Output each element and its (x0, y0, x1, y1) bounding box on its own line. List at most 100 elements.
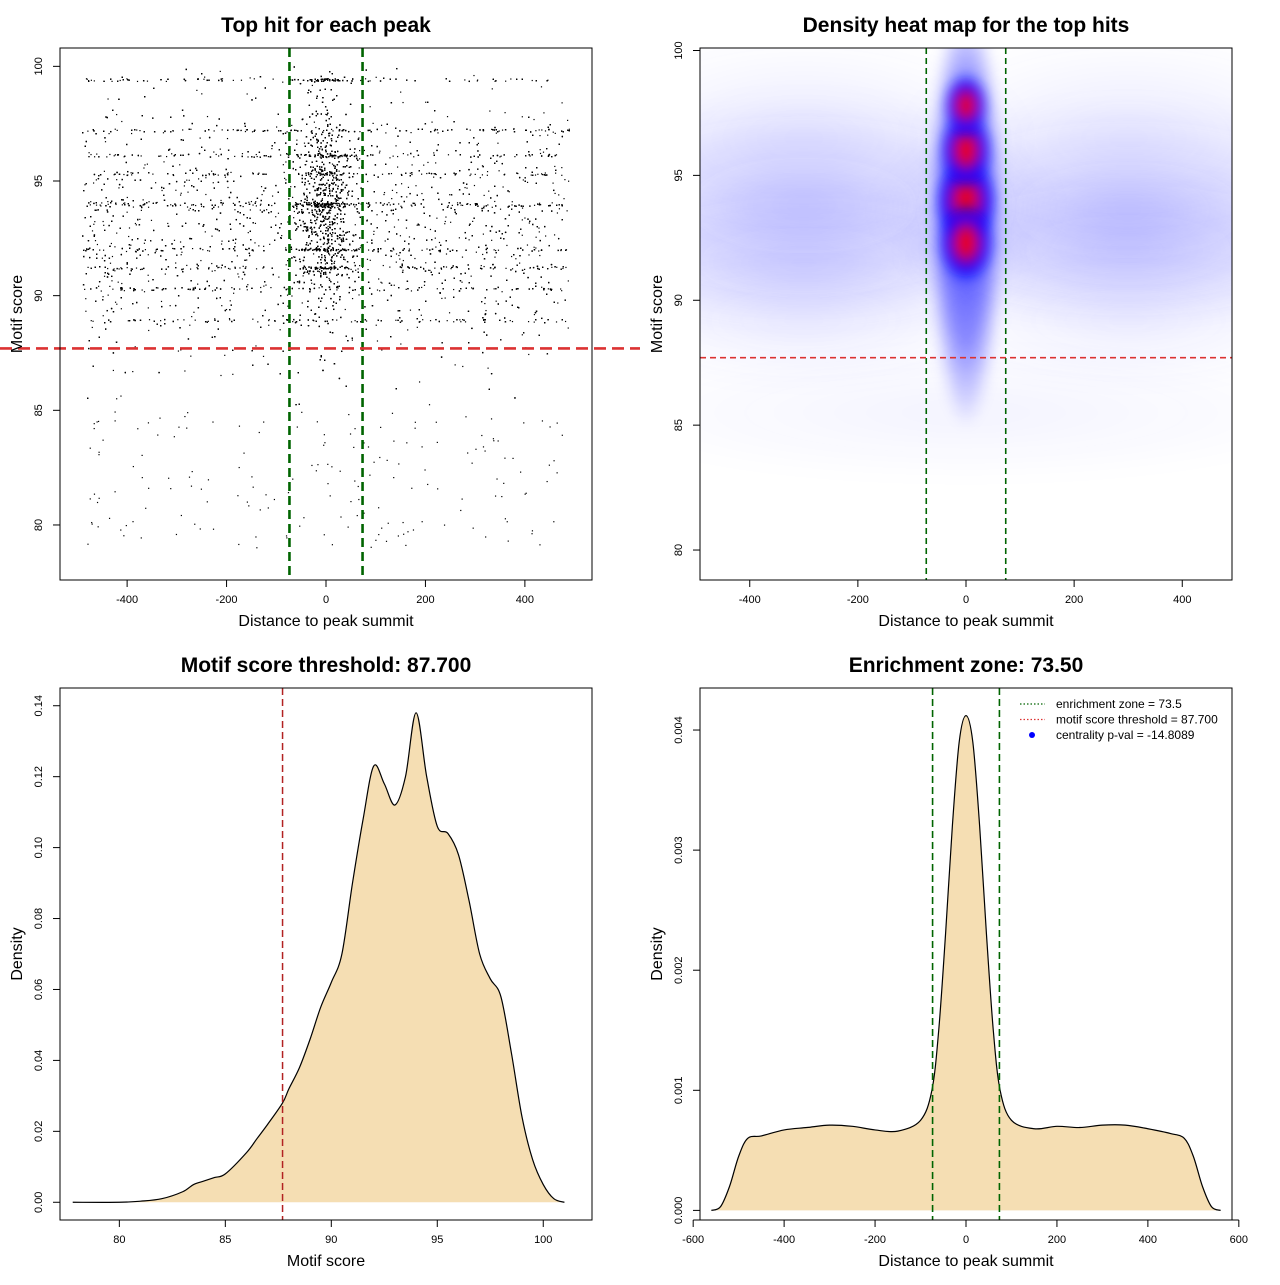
scatter-point (407, 154, 408, 155)
scatter-point (381, 125, 382, 126)
scatter-point (207, 116, 208, 117)
scatter-point (263, 246, 264, 247)
scatter-point (136, 267, 137, 268)
scatter-point (103, 221, 104, 222)
scatter-point (495, 250, 496, 251)
scatter-point (487, 368, 488, 369)
scatter-point (399, 258, 400, 259)
scatter-point (209, 174, 210, 175)
scatter-point (231, 287, 232, 288)
scatter-point (189, 325, 190, 326)
scatter-point (547, 135, 548, 136)
scatter-point (450, 222, 451, 223)
scatter-point (84, 184, 85, 185)
scatter-point (428, 270, 429, 271)
scatter-point (319, 287, 320, 288)
scatter-point (403, 260, 404, 261)
scatter-point (128, 320, 129, 321)
scatter-point (265, 285, 266, 286)
scatter-point (234, 209, 235, 210)
scatter-point (227, 187, 228, 188)
scatter-point (561, 175, 562, 176)
scatter-point (353, 249, 354, 250)
scatter-point (178, 350, 179, 351)
scatter-point (247, 289, 248, 290)
scatter-point (494, 257, 495, 258)
scatter-point (312, 85, 313, 86)
scatter-point (385, 240, 386, 241)
scatter-point (311, 283, 312, 284)
scatter-point (148, 201, 149, 202)
scatter-point (88, 152, 89, 153)
scatter-point (462, 319, 463, 320)
scatter-point (434, 268, 435, 269)
scatter-point (501, 156, 502, 157)
scatter-point (565, 267, 566, 268)
scatter-point (104, 276, 105, 277)
scatter-point (181, 254, 182, 255)
scatter-point (107, 201, 108, 202)
scatter-point (237, 255, 238, 256)
scatter-point (143, 199, 144, 200)
scatter-point (218, 206, 219, 207)
scatter-point (166, 156, 167, 157)
scatter-point (103, 225, 104, 226)
scatter-point (251, 201, 252, 202)
scatter-point (377, 289, 378, 290)
scatter-point (105, 141, 106, 142)
scatter-point (391, 198, 392, 199)
scatter-point (101, 290, 102, 291)
scatter-point (285, 247, 286, 248)
scatter-point (143, 167, 144, 168)
scatter-point (139, 130, 140, 131)
scatter-point (96, 153, 97, 154)
scatter-point (213, 182, 214, 183)
scatter-point (492, 88, 493, 89)
scatter-point (426, 248, 427, 249)
scatter-point (114, 246, 115, 247)
scatter-point (94, 221, 95, 222)
scatter-point (121, 308, 122, 309)
scatter-point (528, 254, 529, 255)
scatter-point (496, 301, 497, 302)
scatter-point (133, 206, 134, 207)
scatter-point (116, 114, 117, 115)
scatter-point (190, 268, 191, 269)
scatter-point (539, 231, 540, 232)
scatter-point (281, 235, 282, 236)
scatter-point (512, 321, 513, 322)
scatter-point (401, 267, 402, 268)
scatter-point (237, 273, 238, 274)
scatter-point (534, 314, 535, 315)
scatter-point (435, 246, 436, 247)
scatter-point (356, 156, 357, 157)
scatter-point (324, 242, 325, 243)
scatter-point (400, 235, 401, 236)
scatter-point (472, 221, 473, 222)
scatter-point (421, 193, 422, 194)
scatter-point (464, 79, 465, 80)
scatter-point (358, 294, 359, 295)
scatter-point (256, 205, 257, 206)
scatter-point (376, 325, 377, 326)
scatter-point (332, 130, 333, 131)
scatter-point (122, 204, 123, 205)
scatter-point (554, 166, 555, 167)
scatter-point (379, 151, 380, 152)
scatter-point (271, 148, 272, 149)
scatter-point (421, 287, 422, 288)
scatter-point (556, 321, 557, 322)
scatter-point (457, 202, 458, 203)
scatter-point (195, 320, 196, 321)
scatter-point (149, 319, 150, 320)
scatter-point (320, 246, 321, 247)
scatter-point (241, 130, 242, 131)
scatter-point (469, 225, 470, 226)
scatter-point (499, 130, 500, 131)
scatter-point (470, 204, 471, 205)
scatter-point (179, 164, 180, 165)
scatter-point (557, 302, 558, 303)
scatter-point (482, 254, 483, 255)
scatter-point (373, 123, 374, 124)
scatter-point (257, 321, 258, 322)
